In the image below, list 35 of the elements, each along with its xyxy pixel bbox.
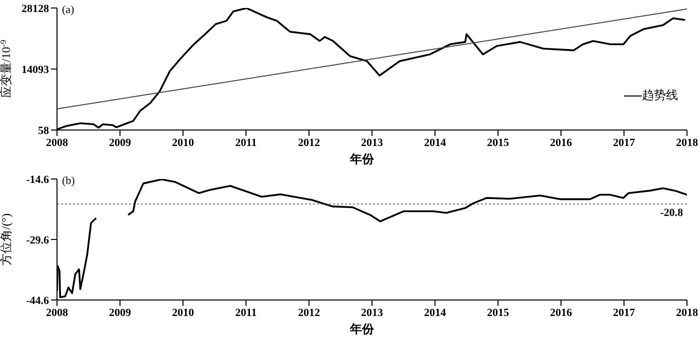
x-tick-label: 2013 (361, 136, 384, 149)
x-axis-title: 年份 (349, 152, 375, 166)
y-axis-title: 方位角/(°) (0, 213, 13, 266)
x-tick-label: 2017 (613, 306, 636, 319)
x-tick-label: 2017 (613, 136, 636, 149)
x-tick-label: 2016 (550, 306, 572, 319)
ref-line-label: -20.8 (660, 207, 684, 220)
x-tick-label: 2018 (676, 306, 698, 319)
y-tick-label: 14093 (22, 64, 50, 76)
x-tick-label: 2011 (235, 306, 257, 319)
x-tick-label: 2009 (109, 136, 132, 149)
y-tick-label: -29.6 (26, 234, 50, 246)
y-tick-label: 28128 (22, 2, 50, 15)
x-tick-label: 2012 (298, 306, 320, 319)
x-tick-label: 2012 (298, 136, 320, 149)
x-tick-label: 2018 (676, 136, 698, 149)
x-tick-label: 2011 (235, 136, 257, 149)
y-tick-label: -14.6 (26, 174, 50, 186)
y-tick-label: 58 (38, 124, 50, 137)
x-tick-label: 2015 (487, 306, 510, 319)
y-tick-label: -44.6 (26, 294, 50, 307)
chart-title: (a) (62, 4, 74, 16)
x-tick-label: 2010 (172, 306, 194, 319)
x-tick-label: 2014 (424, 306, 446, 319)
x-tick-label: 2009 (109, 306, 132, 319)
x-tick-label: 2008 (46, 136, 68, 149)
x-tick-label: 2014 (424, 136, 446, 149)
x-tick-label: 2010 (172, 136, 194, 149)
chart-title: (b) (62, 175, 75, 187)
legend-label: 趋势线 (642, 87, 678, 104)
x-axis-title: 年份 (349, 322, 375, 336)
x-tick-label: 2008 (46, 306, 68, 319)
x-tick-label: 2015 (487, 136, 510, 149)
x-tick-label: 2013 (361, 306, 384, 319)
x-tick-label: 2016 (550, 136, 572, 149)
